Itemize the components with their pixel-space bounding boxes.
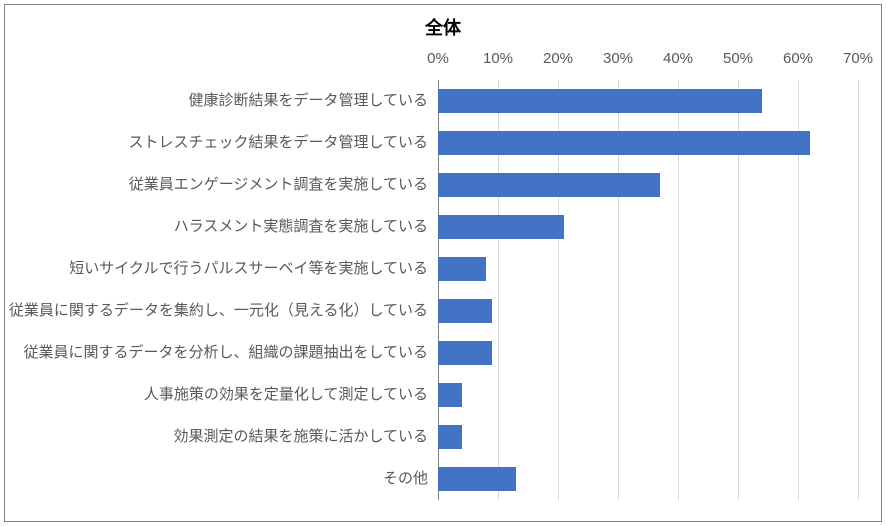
bar [438,299,492,322]
category-label: 従業員エンゲージメント調査を実施している [129,164,428,206]
category-label: ハラスメント実態調査を実施している [174,206,428,248]
category-label: 健康診断結果をデータ管理している [188,80,428,122]
bar [438,89,762,112]
x-tick-label: 20% [543,50,573,67]
bar [438,383,462,406]
x-tick-label: 0% [427,50,449,67]
bar [438,341,492,364]
x-tick-label: 30% [603,50,633,67]
bar [438,425,462,448]
x-tick-label: 10% [483,50,513,67]
category-label: ストレスチェック結果をデータ管理している [128,122,428,164]
bar [438,467,516,490]
x-tick-label: 60% [783,50,813,67]
bar [438,257,486,280]
x-tick-label: 50% [723,50,753,67]
category-label: 短いサイクルで行うパルスサーベイ等を実施している [69,248,428,290]
chart-title: 全体 [0,14,886,40]
bar [438,131,810,154]
category-label: その他 [383,458,428,500]
category-label: 効果測定の結果を施策に活かしている [173,416,428,458]
category-label: 従業員に関するデータを集約し、一元化（見える化）している [9,290,428,332]
plot-area [438,80,858,500]
x-tick-label: 40% [663,50,693,67]
category-label: 人事施策の効果を定量化して測定している [144,374,428,416]
chart: 全体 0% 10% 20% 30% 40% 50% 60% 70% 健康診断結果をデータ管理してい… [0,0,886,526]
bar [438,173,660,196]
bar [438,215,564,238]
category-label: 従業員に関するデータを分析し、組織の課題抽出をしている [23,332,428,374]
gridline [858,80,859,500]
x-tick-label: 70% [843,50,873,67]
